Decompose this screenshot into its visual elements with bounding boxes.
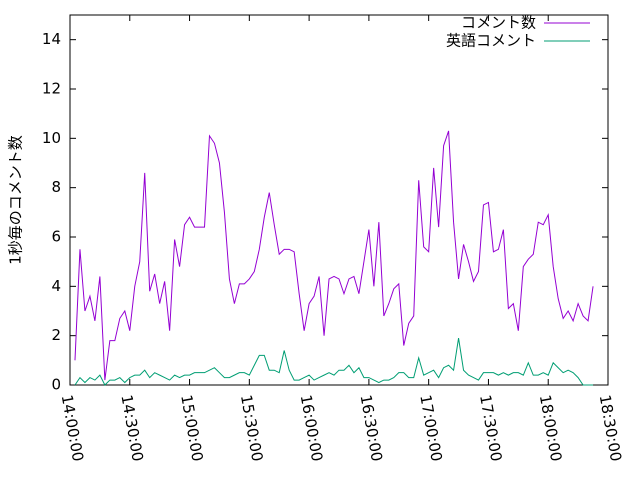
legend-label: コメント数 [461,14,536,32]
data-line [74,338,594,386]
y-tick-label: 10 [42,129,61,147]
y-tick-label: 12 [42,80,61,98]
data-line [74,130,594,381]
x-tick-label: 14:00:00 [58,393,87,462]
y-tick-label: 14 [42,30,61,48]
x-tick-label: 14:30:00 [117,393,146,462]
x-tick-label: 18:00:00 [536,393,565,462]
x-tick-label: 16:30:00 [357,393,386,462]
y-tick-label: 4 [51,277,61,295]
plot-frame [69,14,609,386]
legend-label: 英語コメント [446,32,536,50]
x-tick-label: 17:00:00 [416,393,445,462]
x-tick-label: 16:00:00 [297,393,326,462]
x-tick-label: 17:30:00 [476,393,505,462]
y-axis-label: 1秒毎のコメント数 [7,135,25,265]
y-tick-label: 2 [51,326,61,344]
y-tick-label: 6 [51,228,61,246]
y-tick-label: 8 [51,178,61,196]
x-tick-label: 18:30:00 [596,393,625,462]
x-tick-label: 15:00:00 [177,393,206,462]
x-tick-label: 15:30:00 [237,393,266,462]
y-tick-label: 0 [51,376,61,394]
